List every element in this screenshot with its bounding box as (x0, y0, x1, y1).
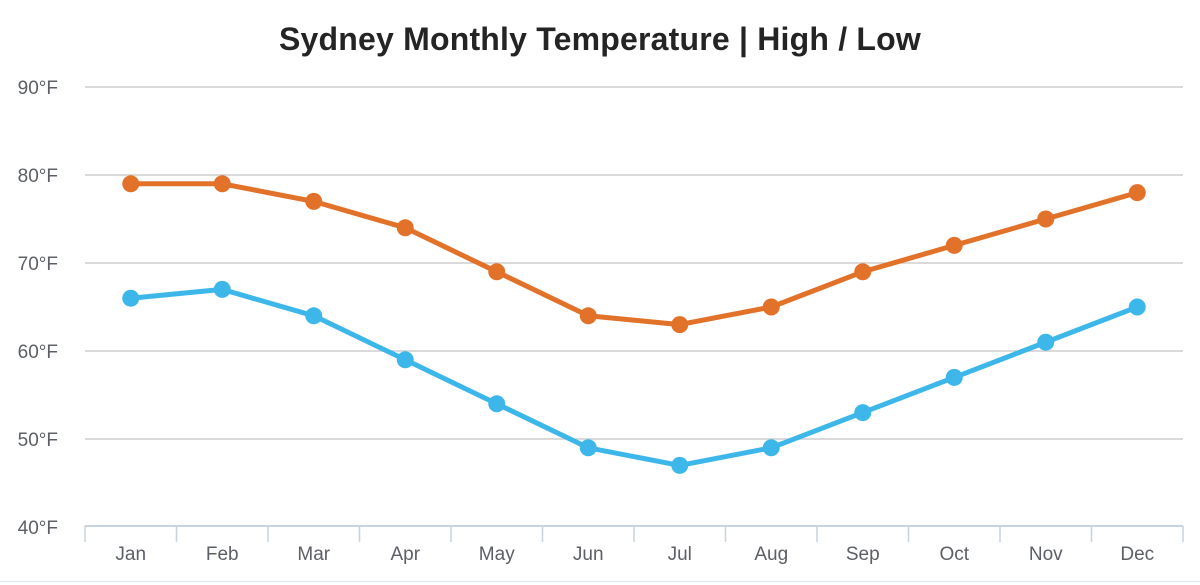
data-point-high-feb[interactable] (213, 175, 231, 193)
data-point-high-jun[interactable] (579, 307, 597, 325)
x-axis-label-aug: Aug (754, 544, 788, 565)
x-axis-label-oct: Oct (939, 544, 969, 565)
x-axis-label-dec: Dec (1120, 544, 1154, 565)
data-point-high-jan[interactable] (122, 175, 140, 193)
x-axis-label-may: May (479, 544, 515, 565)
data-point-high-mar[interactable] (305, 192, 323, 210)
chart-title: Sydney Monthly Temperature | High / Low (278, 21, 921, 57)
data-point-high-dec[interactable] (1128, 184, 1146, 202)
data-point-low-may[interactable] (488, 395, 506, 413)
data-point-low-feb[interactable] (213, 280, 231, 298)
x-axis-label-nov: Nov (1029, 544, 1063, 565)
data-point-low-apr[interactable] (396, 351, 414, 369)
data-point-high-may[interactable] (488, 263, 506, 281)
data-point-high-aug[interactable] (762, 298, 780, 316)
data-point-low-oct[interactable] (945, 368, 963, 386)
series-line-high (128, 181, 1140, 328)
data-point-low-mar[interactable] (305, 307, 323, 325)
data-point-low-jul[interactable] (671, 456, 689, 474)
data-point-high-jul[interactable] (671, 316, 689, 334)
y-axis-label-50: 50°F (18, 430, 58, 451)
y-axis-label-70: 70°F (18, 254, 58, 275)
data-point-low-jan[interactable] (122, 289, 140, 307)
x-axis-label-jul: Jul (668, 544, 692, 565)
data-point-low-dec[interactable] (1128, 298, 1146, 316)
y-axis-label-60: 60°F (18, 342, 58, 363)
x-axis-label-mar: Mar (297, 544, 330, 565)
data-point-low-sep[interactable] (854, 404, 872, 422)
data-point-high-apr[interactable] (396, 219, 414, 237)
data-point-high-oct[interactable] (945, 236, 963, 254)
x-axis-label-jun: Jun (573, 544, 604, 565)
data-point-high-sep[interactable] (854, 263, 872, 281)
series-line-low (128, 286, 1140, 468)
y-axis-label-80: 80°F (18, 166, 58, 187)
x-axis-label-apr: Apr (390, 544, 420, 565)
data-point-low-nov[interactable] (1037, 333, 1055, 351)
x-axis-label-sep: Sep (846, 544, 880, 565)
x-axis-label-feb: Feb (206, 544, 239, 565)
x-axis-label-jan: Jan (115, 544, 146, 565)
data-point-low-aug[interactable] (762, 439, 780, 457)
data-point-low-jun[interactable] (579, 439, 597, 457)
data-point-high-nov[interactable] (1037, 210, 1055, 228)
y-axis-label-40: 40°F (18, 518, 58, 539)
y-axis-label-90: 90°F (18, 78, 58, 99)
